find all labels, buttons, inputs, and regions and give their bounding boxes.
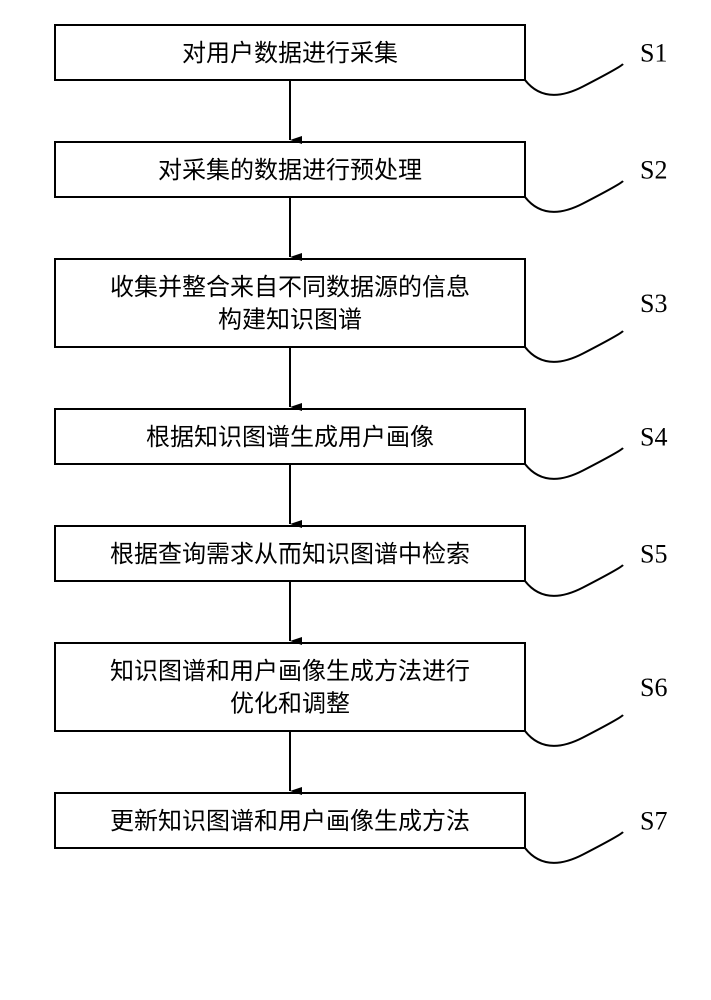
step-label: S6 xyxy=(640,673,667,702)
step-text: 对采集的数据进行预处理 xyxy=(158,157,422,184)
flow-step-s5: 根据查询需求从而知识图谱中检索 S5 xyxy=(55,526,667,596)
flow-step-s1: 对用户数据进行采集 S1 xyxy=(55,25,667,95)
flow-step-s3: 收集并整合来自不同数据源的信息构建知识图谱S3 xyxy=(55,259,667,362)
flow-step-s2: 对采集的数据进行预处理 S2 xyxy=(55,142,667,212)
callout-curve xyxy=(525,64,623,95)
flow-step-s4: 根据知识图谱生成用户画像 S4 xyxy=(55,409,667,479)
callout-curve xyxy=(525,715,623,746)
step-text: 对用户数据进行采集 xyxy=(182,40,398,67)
step-box xyxy=(55,259,525,347)
step-text: 更新知识图谱和用户画像生成方法 xyxy=(110,808,470,835)
step-box xyxy=(55,643,525,731)
step-text: 根据查询需求从而知识图谱中检索 xyxy=(110,541,470,568)
step-label: S1 xyxy=(640,39,667,68)
callout-curve xyxy=(525,448,623,479)
step-label: S7 xyxy=(640,807,667,836)
callout-curve xyxy=(525,565,623,596)
step-label: S2 xyxy=(640,156,667,185)
step-label: S5 xyxy=(640,540,667,569)
callout-curve xyxy=(525,832,623,863)
flow-step-s6: 知识图谱和用户画像生成方法进行优化和调整S6 xyxy=(55,643,667,746)
callout-curve xyxy=(525,181,623,212)
step-label: S3 xyxy=(640,289,667,318)
step-text: 根据知识图谱生成用户画像 xyxy=(146,424,434,451)
callout-curve xyxy=(525,331,623,362)
step-label: S4 xyxy=(640,423,667,452)
flow-step-s7: 更新知识图谱和用户画像生成方法 S7 xyxy=(55,793,667,863)
